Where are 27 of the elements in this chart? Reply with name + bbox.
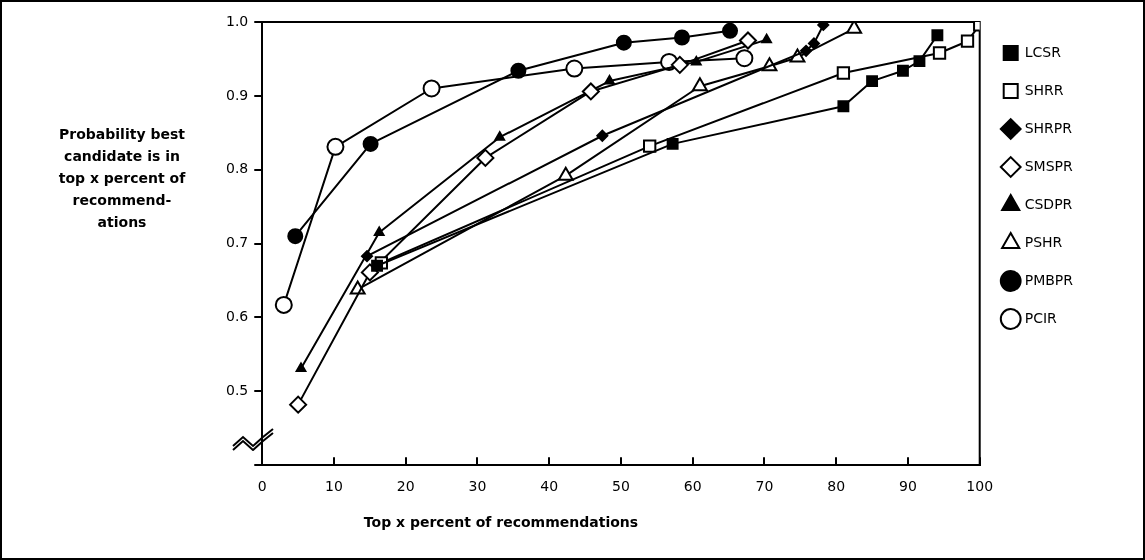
legend-label: SHRR: [1024, 81, 1064, 98]
legend-label: PCIR: [1024, 309, 1058, 326]
legend-label: SHRPR: [1024, 119, 1073, 136]
x-tick-label: 70: [755, 478, 774, 495]
y-tick-label: 0.9: [226, 86, 249, 103]
y-tick-label: 0.8: [226, 160, 249, 177]
x-tick-label: 60: [683, 478, 702, 495]
y-axis-title: Probability best candidate is in top x percent of recommend- ations: [58, 126, 187, 231]
x-axis-title: Top x percent of recommendations: [363, 513, 639, 530]
x-tick-label: 30: [468, 478, 487, 495]
legend-label: LCSR: [1024, 43, 1062, 60]
legend-label: PSHR: [1024, 233, 1063, 250]
x-tick-label: 10: [325, 478, 343, 495]
y-tick-label: 0.6: [226, 308, 249, 325]
legend-label: SMSPR: [1024, 157, 1073, 174]
y-tick-label: 0.5: [226, 381, 249, 398]
x-tick-label: 50: [612, 478, 630, 495]
x-tick-label: 40: [540, 478, 559, 495]
x-tick-label: 20: [396, 478, 415, 495]
x-tick-label: 0: [257, 478, 267, 495]
legend-label: PMBPR: [1024, 271, 1074, 288]
legend-label: CSDPR: [1024, 195, 1073, 212]
x-tick-label: 90: [899, 478, 917, 495]
x-tick-label: 100: [966, 478, 994, 495]
y-tick-label: 0.7: [226, 234, 249, 251]
x-tick-label: 80: [827, 478, 846, 495]
y-tick-label: 1.0: [226, 12, 249, 29]
